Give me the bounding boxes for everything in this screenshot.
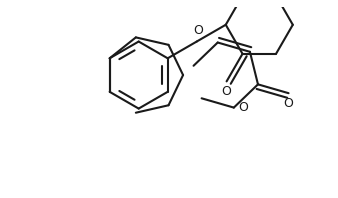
Text: O: O: [193, 24, 203, 37]
Text: O: O: [238, 101, 248, 114]
Text: O: O: [284, 97, 293, 110]
Text: O: O: [222, 85, 232, 98]
